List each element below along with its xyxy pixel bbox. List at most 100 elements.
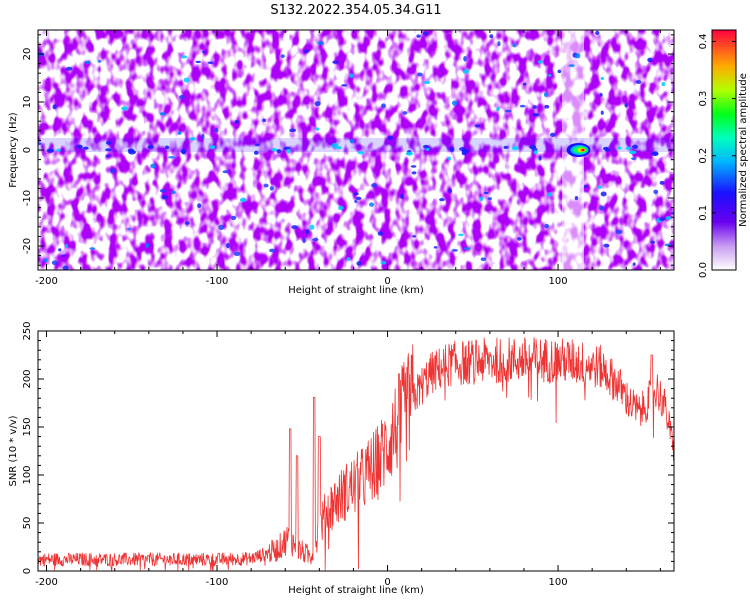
spectrogram-hotspot bbox=[315, 127, 320, 131]
spectrogram-hotspot bbox=[489, 34, 494, 39]
spectrogram-hotspot bbox=[519, 104, 526, 108]
spectrogram-hotspot bbox=[650, 240, 655, 244]
spectrogram-hotspot bbox=[557, 69, 562, 74]
spectrogram-hotspot bbox=[181, 151, 186, 155]
spectrogram-hotspot bbox=[97, 60, 102, 63]
spectrogram-hotspot bbox=[433, 246, 438, 249]
spectrogram-hotspot bbox=[171, 190, 176, 195]
spectrogram-hotspot bbox=[615, 229, 623, 235]
spectrogram-hotspot bbox=[503, 145, 509, 149]
spectrogram-hotspot bbox=[46, 148, 55, 153]
spectrogram-hotspot bbox=[269, 186, 274, 191]
spectrogram-hotspot bbox=[52, 104, 57, 110]
spectrogram-hotspot bbox=[357, 151, 365, 155]
spectrogram-hotspot bbox=[349, 138, 355, 144]
spectrogram-hotspot bbox=[51, 260, 58, 266]
snr-series-line bbox=[38, 337, 674, 571]
spectrogram-hotspot bbox=[314, 100, 321, 107]
spectrogram-hotspot bbox=[110, 168, 116, 174]
spectrogram-hotspot bbox=[599, 205, 605, 211]
colorbar-tick-label: 0.4 bbox=[698, 33, 709, 49]
spectrogram-frame bbox=[37, 29, 675, 271]
x-tick-label: 0 bbox=[384, 577, 390, 588]
spectrogram-hotspot bbox=[416, 34, 421, 38]
snr-xlabel: Height of straight line (km) bbox=[288, 585, 424, 596]
spectrogram-hotspot bbox=[214, 127, 219, 133]
spectrogram-hotspot bbox=[659, 180, 665, 185]
spectrogram-hotspot bbox=[544, 104, 550, 109]
spectrogram-hotspot bbox=[305, 229, 310, 235]
y-tick-label: 0 bbox=[22, 568, 33, 574]
spectrogram-hotspot bbox=[670, 211, 674, 215]
spectrogram-hotspot bbox=[354, 199, 358, 204]
spectrogram-hotspot bbox=[341, 84, 348, 87]
spectrogram-hotspot bbox=[533, 150, 538, 155]
snr-panel: -200 -100 0 100 0 50 100 150 200 250 Height of s… bbox=[8, 321, 675, 596]
spectrogram-hotspot bbox=[522, 82, 527, 86]
spectrogram-hotspot bbox=[276, 149, 282, 154]
x-tick-label: 100 bbox=[549, 276, 568, 287]
spectrogram-hotspot bbox=[479, 196, 484, 202]
spectrogram-hotspot bbox=[177, 131, 182, 135]
spectrogram-hotspot bbox=[89, 247, 96, 250]
spectrogram-hotspot bbox=[38, 142, 42, 146]
spectrogram-hotspot bbox=[544, 223, 550, 229]
spectrogram-hotspot bbox=[487, 197, 493, 201]
spectrogram-hotspot bbox=[43, 258, 48, 263]
y-tick-label: 0 bbox=[22, 147, 33, 153]
spectrogram-hotspot bbox=[121, 106, 129, 111]
y-tick-label: -20 bbox=[22, 238, 33, 254]
spectrogram-hotspot bbox=[184, 221, 190, 225]
spectrogram-ylabel: Frequency (Hz) bbox=[8, 112, 19, 188]
spectrogram-hotspot bbox=[147, 145, 154, 149]
spectrogram-hotspot bbox=[600, 76, 605, 80]
spectrogram-hotspot bbox=[653, 189, 659, 195]
spectrogram-hotspot bbox=[583, 184, 588, 188]
spectrogram-hotspot bbox=[353, 192, 359, 196]
spectrogram-hotspot bbox=[497, 41, 501, 47]
spectrogram-hotspot bbox=[239, 197, 247, 203]
figure-title: S132.2022.354.05.34.G11 bbox=[270, 3, 441, 18]
colorbar-tick-label: 0.3 bbox=[698, 91, 709, 107]
spectrogram-hotspot bbox=[422, 31, 429, 36]
spectrogram-hotspot bbox=[511, 146, 519, 151]
spectrogram-hotspot bbox=[218, 224, 225, 230]
spectrogram-hotspot bbox=[449, 146, 455, 152]
spectrogram-hotspot bbox=[202, 50, 206, 54]
y-tick-label: 20 bbox=[22, 48, 33, 61]
spectrogram-hotspot bbox=[543, 92, 549, 98]
spectrogram-hotspot bbox=[291, 225, 299, 229]
colorbar-tick-label: 0.1 bbox=[698, 205, 709, 221]
spectrogram-hotspot bbox=[496, 106, 500, 112]
spectrogram-hotspot bbox=[150, 163, 157, 169]
spectrogram-hotspot bbox=[302, 238, 306, 243]
spectrogram-hotspot bbox=[603, 243, 610, 248]
spectrogram-hotspot bbox=[505, 109, 512, 113]
spectrogram-hotspot bbox=[480, 257, 487, 261]
spectrogram-hotspot bbox=[356, 261, 362, 266]
spectrogram-hotspot bbox=[631, 157, 637, 161]
spectrogram-hotspot bbox=[447, 156, 452, 161]
x-tick-label: -200 bbox=[35, 577, 58, 588]
spectrogram-hotspot bbox=[411, 171, 417, 175]
colorbar-frame bbox=[711, 29, 737, 271]
spectrogram-hotspot bbox=[145, 242, 150, 249]
spectrogram-hotspot bbox=[661, 81, 666, 87]
spectrogram-hotspot bbox=[312, 237, 319, 242]
spectrogram-hotspot bbox=[463, 246, 471, 251]
snr-y-axis: 0 50 100 150 200 250 bbox=[22, 321, 674, 574]
snr-ylabel: SNR (10 * v/v) bbox=[8, 415, 19, 486]
colorbar-tick-label: 0.2 bbox=[698, 148, 709, 164]
spectrogram-hotspot bbox=[234, 119, 240, 124]
spectrogram-hotspot bbox=[253, 150, 259, 155]
spectrogram-xlabel: Height of straight line (km) bbox=[288, 285, 424, 296]
spectrogram-hotspot bbox=[207, 61, 214, 64]
spectrogram-hotspot bbox=[355, 196, 362, 200]
spectrogram-hotspot bbox=[650, 152, 658, 156]
spectrogram-hotspot bbox=[548, 73, 552, 77]
spectrogram-hotspot bbox=[195, 60, 202, 64]
spectrogram-hotspot bbox=[597, 185, 603, 189]
spectrogram-hotspot bbox=[164, 145, 170, 150]
spectrogram-hotspot bbox=[599, 93, 603, 97]
